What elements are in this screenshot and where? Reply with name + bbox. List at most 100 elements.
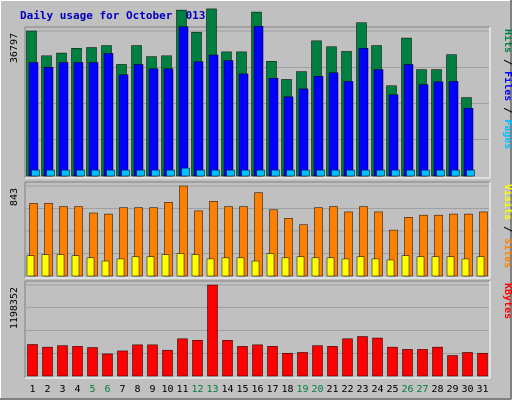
bar-pages xyxy=(181,167,190,177)
bar-sites xyxy=(386,259,395,277)
bar-sites xyxy=(296,256,305,277)
bar-files xyxy=(268,78,279,177)
bar-sites xyxy=(431,256,440,277)
bar-pages xyxy=(76,169,85,177)
legend-visits: Visits xyxy=(502,184,512,220)
x-tick-label: 8 xyxy=(134,384,140,395)
bar-files xyxy=(58,62,69,177)
bar-files xyxy=(388,94,399,177)
series-legend: KBytes xyxy=(502,283,512,319)
bar-sites xyxy=(416,256,425,277)
bar-sites xyxy=(476,256,485,277)
bar-kbytes xyxy=(237,346,248,377)
legend-kbytes: KBytes xyxy=(502,283,512,319)
x-tick-label: 31 xyxy=(476,384,488,395)
bar-sites xyxy=(26,255,35,277)
x-tick-label: 14 xyxy=(221,384,233,395)
bar-pages xyxy=(256,169,265,177)
bar-sites xyxy=(131,256,140,277)
panel-sites: 843 Visits / Sites xyxy=(9,181,512,279)
bar-sites xyxy=(71,255,80,277)
bar-kbytes xyxy=(162,349,173,377)
bar-sites xyxy=(371,258,380,277)
bar-sites xyxy=(191,254,200,277)
bar-kbytes xyxy=(72,346,83,377)
x-tick-label: 2 xyxy=(44,384,50,395)
x-tick-label: 1 xyxy=(29,384,35,395)
x-axis: 1 2 3 4 5 6 7 8 9 10 11 12 13 14 15 16 17 18 19 20 21 22 23 24 2… xyxy=(29,384,488,395)
y-max-label: 843 xyxy=(9,188,20,206)
x-tick-label: 25 xyxy=(386,384,398,395)
bar-kbytes xyxy=(372,337,383,377)
bar-sites xyxy=(266,253,275,277)
panels-layer: 36797 Hits / Files / Pages 843 Visits / Sit… xyxy=(9,8,512,379)
bar-kbytes xyxy=(432,346,443,377)
bar-kbytes xyxy=(102,353,113,377)
bar-kbytes xyxy=(177,338,188,377)
bar-sites xyxy=(161,254,170,277)
bar-sites xyxy=(326,257,335,277)
bar-files xyxy=(253,26,264,177)
x-tick-label: 7 xyxy=(119,384,125,395)
bar-pages xyxy=(166,169,175,177)
bar-pages xyxy=(106,169,115,177)
bar-pages xyxy=(61,169,70,177)
x-tick-label: 23 xyxy=(356,384,368,395)
bar-files xyxy=(208,54,219,177)
legend-hits: Hits xyxy=(502,29,512,53)
legend-sites: Sites xyxy=(502,238,512,268)
bar-pages xyxy=(136,169,145,177)
bar-files xyxy=(448,81,459,177)
bar-kbytes xyxy=(27,344,38,377)
bar-kbytes xyxy=(87,347,98,377)
bar-files xyxy=(163,68,174,177)
bar-files xyxy=(223,60,234,177)
bar-sites xyxy=(206,258,215,277)
bar-files xyxy=(43,66,54,177)
bar-kbytes xyxy=(147,344,158,377)
bar-files xyxy=(343,81,354,177)
bar-sites xyxy=(446,256,455,277)
bar-files xyxy=(193,61,204,177)
series-legend: Visits / Sites xyxy=(502,184,512,268)
x-tick-label: 21 xyxy=(326,384,338,395)
x-tick-label: 26 xyxy=(401,384,413,395)
x-tick-label: 16 xyxy=(251,384,263,395)
bar-files xyxy=(298,88,309,177)
x-tick-label: 20 xyxy=(311,384,323,395)
bar-pages xyxy=(466,169,475,177)
bar-files xyxy=(418,84,429,177)
x-tick-label: 9 xyxy=(149,384,155,395)
bar-pages xyxy=(46,169,55,177)
bar-kbytes xyxy=(282,352,293,377)
bar-files xyxy=(88,62,99,177)
bar-kbytes xyxy=(402,349,413,377)
legend-files: Files xyxy=(502,71,512,101)
bar-sites xyxy=(341,258,350,277)
bar-files xyxy=(358,48,369,177)
x-tick-label: 17 xyxy=(266,384,278,395)
bar-sites xyxy=(356,256,365,277)
bar-kbytes xyxy=(327,346,338,377)
bar-pages xyxy=(301,169,310,177)
bar-files xyxy=(73,62,84,177)
bar-pages xyxy=(436,169,445,177)
bar-kbytes xyxy=(132,344,143,377)
bar-pages xyxy=(391,169,400,177)
legend-separator: / xyxy=(502,101,512,119)
bar-pages xyxy=(376,169,385,177)
bar-sites xyxy=(56,254,65,277)
x-tick-label: 5 xyxy=(89,384,95,395)
y-max-label: 36797 xyxy=(9,33,20,63)
legend-pages: Pages xyxy=(502,119,512,149)
x-tick-label: 27 xyxy=(416,384,428,395)
bar-kbytes xyxy=(57,345,68,377)
legend-separator: / xyxy=(502,53,512,71)
bar-sites xyxy=(401,255,410,277)
series-legend: Hits / Files / Pages xyxy=(502,29,512,149)
bar-files xyxy=(28,62,39,177)
bar-pages xyxy=(271,169,280,177)
bar-sites xyxy=(221,257,230,277)
bar-sites xyxy=(146,256,155,277)
